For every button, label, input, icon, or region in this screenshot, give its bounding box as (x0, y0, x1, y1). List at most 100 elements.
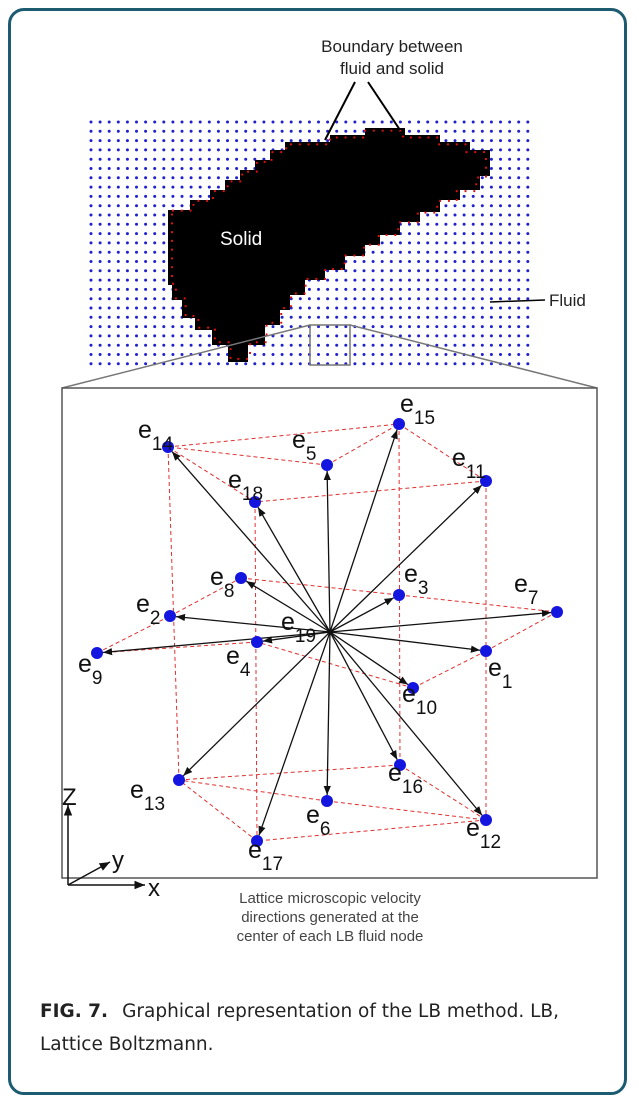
fluid-node (353, 269, 357, 273)
fluid-node (380, 343, 384, 347)
fluid-node (444, 241, 448, 245)
fluid-node (526, 260, 530, 263)
fluid-node (508, 362, 512, 366)
boundary-label: fluid and solid (340, 59, 444, 78)
fluid-node (326, 269, 330, 273)
fluid-node (116, 315, 120, 319)
fluid-node (453, 204, 457, 208)
fluid-node (398, 250, 402, 254)
fluid-node (526, 148, 530, 152)
fluid-node (480, 343, 484, 347)
fluid-node (435, 120, 439, 124)
fluid-node (408, 362, 411, 366)
velocity-arrow (329, 484, 483, 633)
fluid-node (508, 343, 512, 347)
fluid-node (89, 362, 93, 366)
fluid-node (371, 269, 375, 273)
fluid-node (526, 222, 530, 226)
fluid-node (453, 287, 457, 291)
fluid-node (444, 297, 448, 301)
fluid-node (398, 343, 402, 347)
fluid-node (235, 120, 239, 124)
fluid-node (171, 157, 175, 161)
fluid-node (144, 213, 148, 217)
fluid-node (135, 139, 138, 143)
fluid-node (526, 315, 530, 319)
fluid-node (107, 278, 111, 282)
lattice-edge (254, 501, 258, 842)
boundary-nodes (171, 129, 487, 360)
node-label-base: e (292, 426, 306, 454)
fluid-node (162, 148, 166, 152)
fluid-node (198, 139, 202, 143)
fluid-node (89, 204, 93, 208)
fluid-node (226, 167, 229, 170)
fluid-node (508, 120, 512, 124)
fluid-node (125, 325, 129, 329)
inner-caption: Lattice microscopic velocity (239, 890, 421, 907)
fluid-node (362, 362, 366, 366)
fluid-node (489, 278, 493, 282)
fluid-node (344, 269, 348, 273)
fluid-node (317, 315, 320, 319)
fluid-node (89, 315, 93, 319)
fluid-node (398, 325, 402, 329)
fluid-node (389, 325, 393, 329)
fluid-node (526, 194, 530, 198)
fluid-node (317, 325, 320, 329)
fluid-node (489, 167, 493, 170)
fluid-node (499, 157, 502, 161)
fluid-node (162, 315, 166, 319)
fluid-node (480, 250, 484, 254)
fluid-node (471, 139, 475, 143)
fluid-node (135, 148, 138, 152)
fluid-node (162, 139, 166, 143)
fluid-node (125, 222, 129, 226)
fluid-node (480, 260, 484, 263)
fluid-node (408, 250, 411, 254)
lattice-edge (256, 819, 487, 842)
fluid-node (271, 325, 275, 329)
fluid-node (107, 148, 111, 152)
node-label-base: e (488, 654, 502, 682)
fluid-node (508, 315, 512, 319)
zoom-box (309, 324, 351, 366)
fluid-node (189, 120, 193, 124)
fluid-node (107, 260, 111, 263)
fluid-node (453, 297, 457, 301)
fluid-node (280, 120, 284, 124)
fluid-node (107, 241, 111, 245)
fluid-node (162, 120, 166, 124)
fluid-node (453, 278, 457, 282)
caption-label: FIG. 7. (40, 1001, 109, 1022)
fluid-node (453, 250, 457, 254)
fluid-node (517, 315, 521, 319)
fluid-node (135, 222, 138, 226)
node-label-sub: 5 (306, 444, 317, 465)
fluid-node (417, 222, 421, 226)
fluid-node (508, 176, 512, 180)
lattice-edge (240, 577, 400, 596)
fluid-node (526, 120, 530, 124)
fluid-node (253, 120, 257, 124)
fluid-node (244, 120, 248, 124)
fluid-node (417, 269, 421, 273)
fluid-node (508, 194, 512, 198)
fluid-node (107, 353, 111, 356)
fluid-node (153, 204, 157, 208)
fluid-node (280, 325, 284, 329)
fluid-node (499, 334, 502, 338)
fluid-node (326, 306, 330, 310)
node-label-base: e (452, 444, 466, 472)
fluid-node (189, 343, 193, 347)
lattice-node (393, 418, 405, 430)
fluid-node (162, 343, 166, 347)
fluid-node (471, 334, 475, 338)
fluid-node (508, 148, 512, 152)
caption-text: Graphical representation of the LB metho… (40, 1001, 559, 1055)
fluid-node (135, 353, 138, 356)
fluid-node (153, 176, 157, 180)
fluid-node (162, 334, 166, 338)
lattice-node (407, 682, 419, 694)
node-label-sub: 10 (416, 698, 437, 719)
